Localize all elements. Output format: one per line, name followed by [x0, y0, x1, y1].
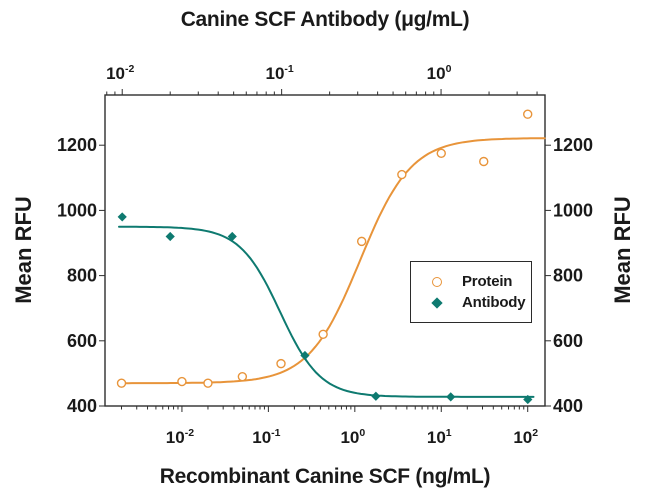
- bottom-axis-title: Recombinant Canine SCF (ng/mL): [159, 465, 491, 488]
- antibody-point: [165, 231, 175, 242]
- svg-text:10-1: 10-1: [252, 427, 280, 447]
- legend: Protein Antibody: [410, 261, 532, 323]
- svg-text:400: 400: [67, 396, 97, 416]
- antibody-point: [300, 350, 310, 361]
- filled-diamond-marker-icon: [431, 296, 443, 309]
- antibody-point: [227, 231, 237, 242]
- svg-text:1200: 1200: [57, 135, 97, 155]
- open-circle-marker-icon: [432, 276, 442, 287]
- plot-border: [104, 94, 546, 407]
- antibody-points: [117, 212, 533, 405]
- protein-point: [237, 371, 248, 382]
- top-axis-title: Canine SCF Antibody (μg/mL): [180, 8, 470, 31]
- legend-label-antibody: Antibody: [462, 294, 526, 311]
- legend-label-protein: Protein: [462, 273, 513, 290]
- top-axis-ticks: [106, 89, 538, 95]
- antibody-point: [117, 212, 127, 222]
- protein-point: [177, 376, 187, 387]
- antibody-point: [371, 391, 381, 401]
- antibody-fit-curve: [118, 225, 535, 398]
- protein-point: [479, 156, 489, 167]
- protein-point: [203, 378, 213, 388]
- svg-text:800: 800: [553, 266, 583, 286]
- svg-text:10-1: 10-1: [266, 63, 294, 83]
- y-axis-tick-labels: 400 400 600 600 800 800 1000 1000 1200 1200: [57, 135, 593, 416]
- svg-text:600: 600: [67, 331, 97, 351]
- svg-text:800: 800: [67, 266, 97, 286]
- svg-text:1000: 1000: [553, 200, 593, 220]
- protein-point: [318, 329, 328, 339]
- left-y-axis-title: Mean RFU: [11, 196, 36, 304]
- svg-text:1200: 1200: [553, 135, 593, 155]
- bottom-axis-ticks: [121, 406, 529, 412]
- svg-text:600: 600: [553, 331, 583, 351]
- y-axis-ticks: [99, 144, 551, 407]
- svg-text:100: 100: [340, 427, 365, 447]
- protein-point: [356, 236, 367, 247]
- legend-item-protein: Protein: [432, 273, 531, 290]
- svg-text:102: 102: [513, 427, 538, 447]
- top-axis-tick-labels: 10-2 10-1 100: [106, 63, 452, 83]
- protein-point: [436, 148, 446, 159]
- svg-text:101: 101: [427, 427, 452, 447]
- svg-text:10-2: 10-2: [166, 427, 194, 447]
- right-y-axis-title: Mean RFU: [610, 196, 635, 304]
- antibody-point: [523, 394, 533, 405]
- protein-points: [116, 109, 533, 388]
- protein-point: [276, 358, 286, 369]
- protein-point: [116, 378, 127, 388]
- legend-item-antibody: Antibody: [431, 294, 531, 311]
- svg-text:10-2: 10-2: [106, 63, 134, 83]
- antibody-point: [446, 392, 456, 402]
- svg-text:400: 400: [553, 396, 583, 416]
- bottom-axis-tick-labels: 10-2 10-1 100 101 102: [166, 427, 538, 447]
- svg-text:1000: 1000: [57, 200, 97, 220]
- protein-point: [523, 109, 533, 119]
- svg-text:100: 100: [427, 63, 452, 83]
- protein-fit-curve: [120, 137, 546, 385]
- protein-point: [397, 169, 407, 180]
